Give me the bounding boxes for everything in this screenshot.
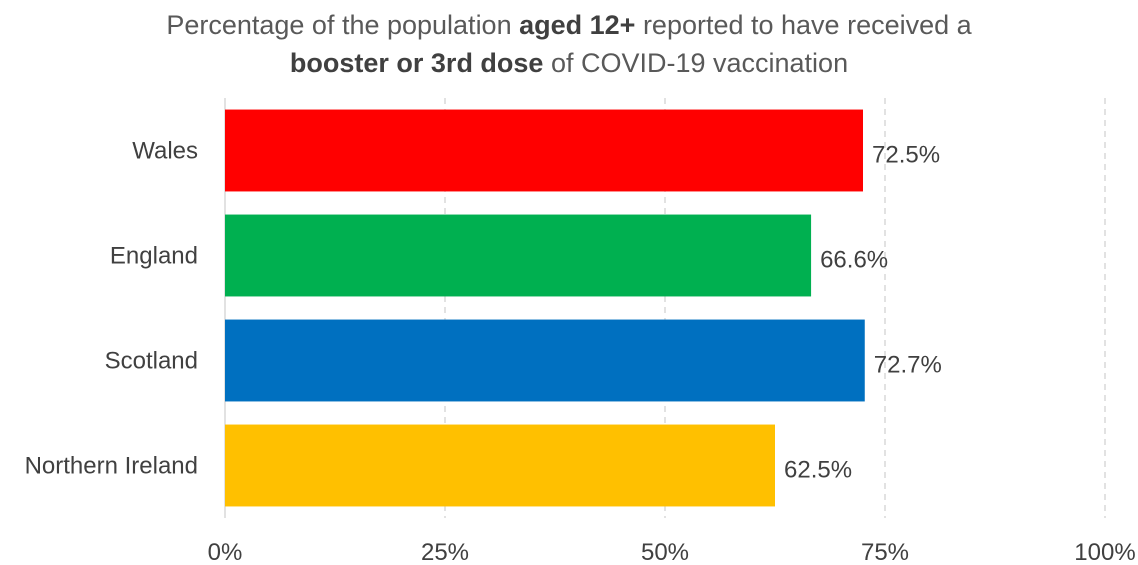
title-bold-text: aged 12+	[519, 10, 636, 40]
category-label: Wales	[132, 138, 198, 165]
x-tick-label: 25%	[421, 539, 469, 565]
data-label: 72.7%	[874, 352, 942, 379]
bar-scotland	[225, 319, 865, 402]
x-tick-label: 0%	[208, 539, 243, 565]
data-label: 72.5%	[872, 142, 940, 169]
data-label: 66.6%	[820, 247, 888, 274]
x-axis: 0% 25% 50% 75% 100%	[208, 539, 1136, 565]
category-label: England	[110, 243, 198, 270]
x-tick-label: 50%	[641, 539, 689, 565]
title-bold-text: booster or 3rd dose	[289, 48, 544, 78]
x-tick-label: 75%	[861, 539, 909, 565]
x-tick-label: 100%	[1074, 539, 1135, 565]
category-label: Scotland	[105, 348, 198, 375]
bars	[225, 109, 865, 507]
title-text: of COVID-19 vaccination	[543, 48, 849, 78]
category-labels: Wales England Scotland Northern Ireland	[25, 138, 198, 480]
bar-wales	[225, 109, 863, 192]
chart-title-line-1: Percentage of the population aged 12+ re…	[0, 6, 1138, 44]
category-label: Northern Ireland	[25, 453, 198, 480]
chart-title-line-2: booster or 3rd dose of COVID-19 vaccinat…	[0, 44, 1138, 82]
data-labels: 72.5% 66.6% 72.7% 62.5%	[784, 142, 942, 484]
bar-northern-ireland	[225, 424, 775, 507]
title-text: reported to have received a	[635, 10, 972, 40]
bar-england	[225, 214, 812, 297]
chart-title: Percentage of the population aged 12+ re…	[0, 6, 1138, 82]
data-label: 62.5%	[784, 457, 852, 484]
title-text: Percentage of the population	[166, 10, 520, 40]
